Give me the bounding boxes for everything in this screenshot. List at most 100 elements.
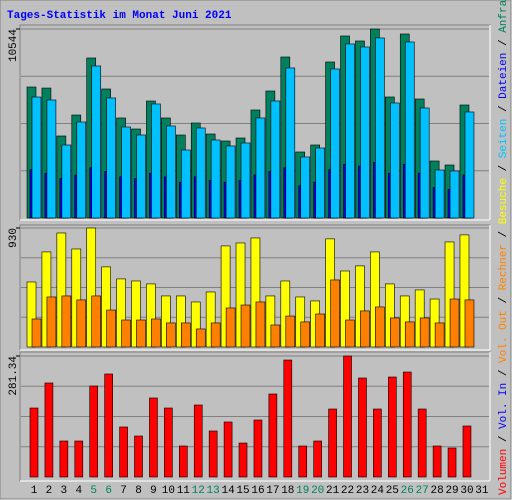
- bar: [240, 142, 251, 219]
- bar: [444, 241, 455, 348]
- bar: [225, 307, 236, 348]
- x-tick-label: 30: [460, 485, 473, 497]
- legend-entry: Rechner: [498, 244, 510, 290]
- bar: [385, 283, 395, 348]
- bar: [375, 306, 385, 348]
- legend-entry: Seiten: [498, 119, 510, 159]
- bar: [255, 301, 266, 348]
- bar: [121, 319, 131, 348]
- bar: [46, 99, 57, 219]
- x-tick-label: 29: [445, 485, 458, 497]
- x-tick-label: 10: [162, 485, 175, 497]
- x-tick-label: 7: [120, 485, 127, 497]
- bar: [404, 321, 415, 348]
- bar: [166, 125, 176, 219]
- x-tick-label: 12: [192, 485, 205, 497]
- x-tick-label: 1: [31, 485, 38, 497]
- legend-separator: /: [498, 363, 510, 383]
- bar: [328, 408, 337, 478]
- bar: [280, 280, 291, 348]
- bar: [340, 270, 350, 348]
- bar: [136, 134, 146, 219]
- bar: [44, 382, 54, 478]
- bar: [417, 408, 427, 478]
- bar: [360, 310, 370, 348]
- x-tick-label: 2: [46, 485, 53, 497]
- legend-separator: /: [498, 99, 510, 119]
- bar: [250, 237, 261, 348]
- bar: [300, 156, 311, 219]
- bar: [240, 304, 251, 348]
- bar: [134, 435, 143, 478]
- bar: [223, 421, 233, 478]
- bar: [360, 46, 370, 219]
- bar: [270, 324, 281, 348]
- x-tick-label: 18: [281, 485, 294, 497]
- bar: [71, 248, 82, 348]
- bar: [270, 100, 281, 219]
- bar: [104, 373, 113, 478]
- bar: [355, 265, 365, 348]
- bar: [29, 407, 39, 478]
- bar: [313, 440, 322, 478]
- bar: [373, 408, 382, 478]
- legend-separator: /: [498, 158, 510, 178]
- bar: [195, 328, 206, 348]
- bar: [119, 426, 128, 478]
- bar: [315, 313, 325, 348]
- x-tick-label: 6: [105, 485, 112, 497]
- bar: [449, 298, 460, 348]
- bar: [390, 317, 400, 348]
- x-tick-label: 11: [177, 485, 191, 497]
- x-tick-label: 24: [371, 485, 385, 497]
- bar: [89, 385, 99, 478]
- bar: [434, 169, 445, 219]
- x-tick-label: 5: [90, 485, 97, 497]
- bar: [116, 278, 126, 348]
- bar: [330, 68, 340, 219]
- bar: [91, 295, 102, 348]
- x-tick-label: 27: [416, 485, 429, 497]
- bar: [101, 266, 111, 348]
- bar: [193, 404, 203, 478]
- bar: [205, 291, 216, 348]
- bar: [268, 393, 278, 478]
- bar: [434, 322, 445, 348]
- bar: [375, 37, 385, 219]
- bar: [46, 296, 57, 348]
- chart-title: Tages-Statistik im Monat Juni 2021: [7, 10, 232, 22]
- bar: [459, 234, 470, 348]
- bar: [464, 111, 475, 219]
- bar: [74, 440, 84, 478]
- bar: [345, 319, 355, 348]
- bar: [166, 322, 176, 348]
- legend-separator: /: [498, 290, 510, 310]
- bar: [255, 117, 266, 219]
- bar: [190, 301, 201, 348]
- bar: [76, 299, 87, 348]
- legend-entry: Vol. Out: [498, 310, 510, 363]
- bar: [164, 407, 173, 478]
- bar: [447, 447, 457, 478]
- x-tick-label: 14: [221, 485, 235, 497]
- x-tick-label: 20: [311, 485, 324, 497]
- bar: [106, 97, 116, 219]
- x-tick-label: 31: [475, 485, 489, 497]
- bar: [419, 317, 430, 348]
- bar: [419, 107, 430, 219]
- bar: [462, 425, 472, 478]
- bar: [370, 251, 380, 348]
- bar: [131, 280, 141, 348]
- bar: [181, 322, 191, 348]
- bar: [76, 121, 87, 219]
- bar: [399, 295, 410, 348]
- bar: [61, 295, 72, 348]
- bar: [106, 309, 116, 348]
- x-tick-label: 23: [356, 485, 369, 497]
- bar: [26, 281, 37, 348]
- x-tick-label: 22: [341, 485, 354, 497]
- bar: [31, 96, 42, 219]
- bar: [220, 245, 231, 348]
- y-tick-label: 281.34: [8, 356, 20, 396]
- legend-entry: Vol. In: [498, 383, 510, 429]
